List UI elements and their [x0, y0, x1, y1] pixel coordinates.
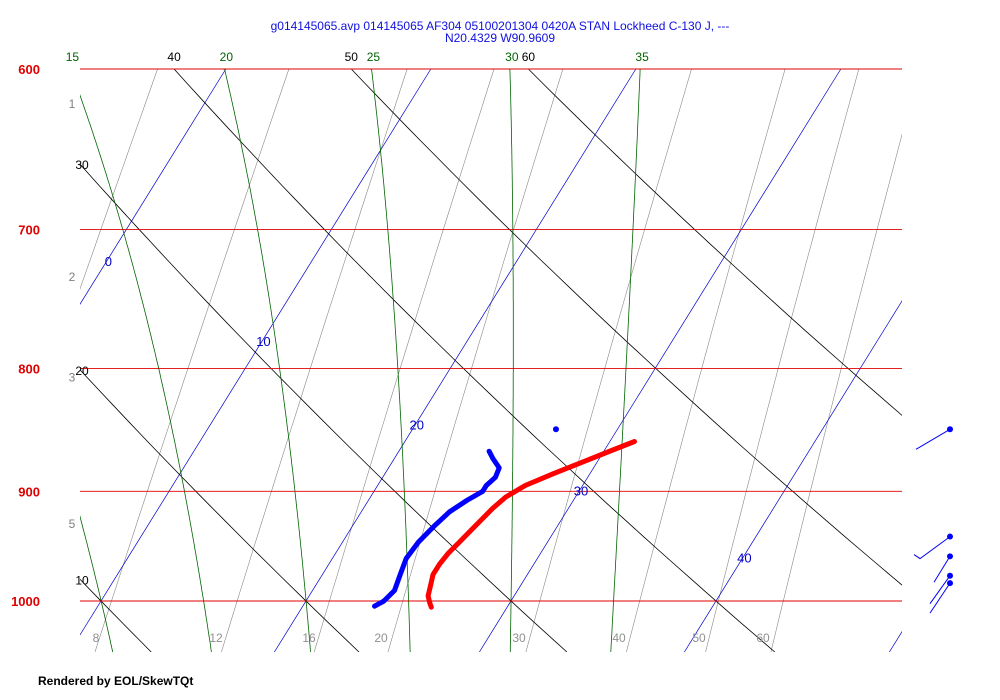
dry-adiabat-line — [80, 369, 360, 652]
grid — [0, 68, 902, 652]
dry-adiabat-label: 40 — [167, 50, 181, 64]
mixing-ratio-line — [313, 68, 495, 652]
mixing-ratio-line — [221, 68, 408, 652]
height-tick-label: 2 — [69, 270, 76, 284]
rendered-by-footer: Rendered by EOL/SkewTQt — [38, 674, 194, 688]
dry-adiabat-line — [173, 68, 776, 652]
moist-adiabat-line — [0, 69, 14, 652]
moist-adiabat-line — [80, 515, 114, 652]
wind-barb — [929, 582, 951, 614]
dry-adiabat-label: 60 — [522, 50, 536, 64]
moist-adiabat-label: 25 — [367, 50, 381, 64]
dry-adiabat-label: 30 — [75, 158, 89, 172]
isotherm-line — [80, 68, 432, 636]
isotherm-line — [684, 300, 902, 652]
moist-adiabat-label: 20 — [220, 50, 234, 64]
isotherm-line — [80, 68, 227, 305]
pressure-tick-label: 700 — [18, 223, 40, 238]
mixing-ratio-label: 20 — [374, 631, 388, 645]
moist-adiabat-line — [507, 68, 514, 652]
wind-barb-dot — [947, 572, 953, 579]
moist-adiabat-line — [610, 68, 641, 652]
pressure-tick-label: 800 — [18, 362, 40, 377]
isotherm-line — [0, 69, 21, 652]
isotherm-label: 20 — [410, 418, 424, 433]
dry-adiabat-label: 50 — [345, 50, 359, 64]
soundings — [372, 426, 637, 610]
mixing-ratio-label: 12 — [209, 631, 223, 645]
chart-title-line1: g014145065.avp 014145065 AF304 051002013… — [270, 19, 730, 33]
height-tick-label: 1 — [69, 97, 76, 111]
height-tick-label: 3 — [69, 370, 76, 384]
moist-adiabat-line — [369, 68, 411, 652]
temperature-trace — [425, 439, 637, 610]
dry-adiabat-label: 20 — [75, 364, 89, 378]
mixing-ratio-line — [0, 69, 22, 652]
wind-barb — [913, 536, 951, 560]
dry-adiabat-line — [351, 68, 902, 586]
isotherm-label: 30 — [574, 483, 588, 498]
wind-barb-dot — [947, 426, 953, 433]
dry-adiabat-line — [80, 578, 152, 652]
moist-adiabat-line — [80, 94, 212, 652]
isotherm-label: 40 — [737, 550, 751, 565]
dry-adiabat-line — [80, 163, 568, 652]
mixing-ratio-line — [387, 68, 564, 652]
mixing-ratio-line — [626, 68, 786, 652]
axis-labels: 60070080090010001235-20-1001020304010203… — [11, 50, 770, 645]
wind-barb — [929, 575, 951, 604]
pressure-tick-label: 1000 — [11, 594, 40, 609]
wind-barb-dot — [947, 533, 953, 540]
mixing-ratio-line — [770, 133, 902, 652]
wind-barb — [933, 556, 951, 583]
pressure-tick-label: 900 — [18, 484, 40, 499]
wind-barb-dot — [947, 553, 953, 560]
moist-adiabat-line — [221, 68, 311, 652]
height-tick-label: 5 — [69, 517, 76, 531]
mixing-ratio-line — [94, 68, 290, 652]
mixing-ratio-label: 40 — [612, 631, 626, 645]
pressure-tick-label: 600 — [18, 62, 40, 77]
isotherm-label: 0 — [105, 254, 112, 269]
mixing-ratio-label: 50 — [692, 631, 706, 645]
mixing-ratio-label: 60 — [756, 631, 770, 645]
mixing-ratio-label: 8 — [93, 631, 100, 645]
mixing-ratio-label: 16 — [302, 631, 316, 645]
moist-adiabat-label: 15 — [66, 50, 80, 64]
dewpoint-trace — [372, 448, 502, 609]
wind-barb-dot — [947, 580, 953, 587]
mixing-ratio-label: 30 — [512, 631, 526, 645]
chart-title-line2: N20.4329 W90.9609 — [444, 31, 556, 45]
isotherm-line — [479, 68, 842, 652]
wind-barb — [915, 428, 951, 450]
mixing-ratio-line — [80, 68, 158, 290]
dry-adiabat-line — [528, 68, 902, 416]
sounding-point — [552, 426, 559, 433]
isotherm-label: 10 — [256, 334, 270, 349]
wind-barbs — [913, 426, 953, 614]
mixing-ratio-line — [705, 68, 860, 652]
moist-adiabat-label: 30 — [505, 50, 519, 64]
dry-adiabat-label: 10 — [75, 573, 89, 587]
moist-adiabat-label: 35 — [635, 50, 649, 64]
mixing-ratio-line — [525, 68, 692, 652]
